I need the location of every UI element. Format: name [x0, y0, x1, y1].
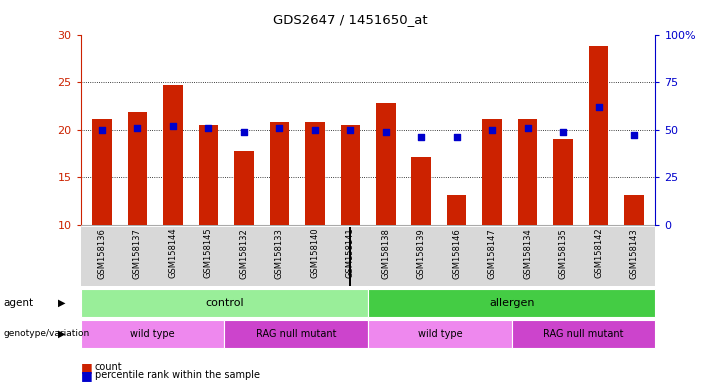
Text: control: control [205, 298, 244, 308]
Bar [92, 119, 111, 225]
Point [273, 125, 285, 131]
Text: ▶: ▶ [58, 329, 65, 339]
Text: GSM158147: GSM158147 [488, 228, 497, 278]
Point [309, 127, 320, 133]
Text: ■: ■ [81, 361, 93, 374]
Bar [376, 103, 395, 225]
Point [451, 134, 463, 140]
Text: percentile rank within the sample: percentile rank within the sample [95, 370, 259, 380]
Bar [305, 122, 325, 225]
Point [168, 123, 179, 129]
Bar [128, 113, 147, 225]
Bar [163, 85, 183, 225]
Point [522, 125, 533, 131]
Text: GSM158142: GSM158142 [594, 228, 603, 278]
Text: GSM158138: GSM158138 [381, 228, 390, 279]
Text: count: count [95, 362, 122, 372]
Point [345, 127, 356, 133]
Bar [270, 122, 289, 225]
Bar [625, 195, 644, 225]
Bar [234, 151, 254, 225]
Text: GSM158146: GSM158146 [452, 228, 461, 278]
Point [486, 127, 498, 133]
Text: GSM158145: GSM158145 [204, 228, 213, 278]
Text: GSM158133: GSM158133 [275, 228, 284, 279]
Bar [198, 125, 218, 225]
Bar [482, 119, 502, 225]
Text: allergen: allergen [489, 298, 534, 308]
Text: GSM158140: GSM158140 [311, 228, 319, 278]
Text: wild type: wild type [418, 329, 462, 339]
Text: ▶: ▶ [58, 298, 65, 308]
Text: GSM158143: GSM158143 [629, 228, 639, 278]
Text: GSM158135: GSM158135 [559, 228, 568, 278]
Text: RAG null mutant: RAG null mutant [256, 329, 336, 339]
Point [629, 132, 640, 138]
Text: GSM158136: GSM158136 [97, 228, 107, 279]
Bar [589, 46, 608, 225]
Point [380, 128, 391, 134]
Point [203, 125, 214, 131]
Point [416, 134, 427, 140]
Text: genotype/variation: genotype/variation [4, 329, 90, 338]
Bar [553, 139, 573, 225]
Text: ■: ■ [81, 369, 93, 382]
Text: GSM158144: GSM158144 [168, 228, 177, 278]
Bar [341, 125, 360, 225]
Point [238, 128, 250, 134]
Text: GSM158141: GSM158141 [346, 228, 355, 278]
Text: GSM158132: GSM158132 [239, 228, 248, 278]
Point [593, 104, 604, 110]
Point [557, 128, 569, 134]
Text: GSM158134: GSM158134 [523, 228, 532, 278]
Text: GSM158139: GSM158139 [417, 228, 426, 278]
Text: RAG null mutant: RAG null mutant [543, 329, 624, 339]
Bar [518, 119, 538, 225]
Text: wild type: wild type [130, 329, 175, 339]
Bar [447, 195, 466, 225]
Text: agent: agent [4, 298, 34, 308]
Text: GDS2647 / 1451650_at: GDS2647 / 1451650_at [273, 13, 428, 26]
Point [96, 127, 107, 133]
Bar [411, 157, 431, 225]
Text: GSM158137: GSM158137 [133, 228, 142, 279]
Point [132, 125, 143, 131]
